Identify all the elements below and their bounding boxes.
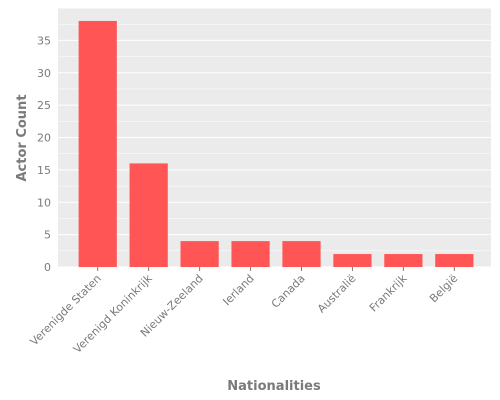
x-axis-title: Nationalities [227,379,321,394]
y-tick-label: 30 [37,67,51,80]
bar [231,241,270,267]
y-tick-label: 0 [44,261,51,274]
x-tick-label: Frankrijk [367,271,410,314]
bar [384,254,423,267]
bar [129,163,168,267]
x-tick-label: België [427,272,461,306]
y-axis-title: Actor Count [15,94,30,181]
bars [78,20,474,268]
bar [282,241,321,267]
bar [435,254,474,267]
y-tick-label: 10 [37,196,51,209]
bar [78,20,117,268]
bar [333,254,372,267]
x-tick-label: Australië [315,272,359,316]
y-tick-label: 25 [37,99,51,112]
x-tick-label: Canada [269,272,308,311]
y-tick-label: 15 [37,164,51,177]
bar [180,241,219,267]
y-tick-label: 35 [37,34,51,47]
x-tick-label: Ierland [220,272,256,308]
y-tick-label: 20 [37,132,51,145]
y-tick-label: 5 [44,229,51,242]
y-axis-ticks: 0 5 10 15 20 25 30 35 [37,34,51,274]
